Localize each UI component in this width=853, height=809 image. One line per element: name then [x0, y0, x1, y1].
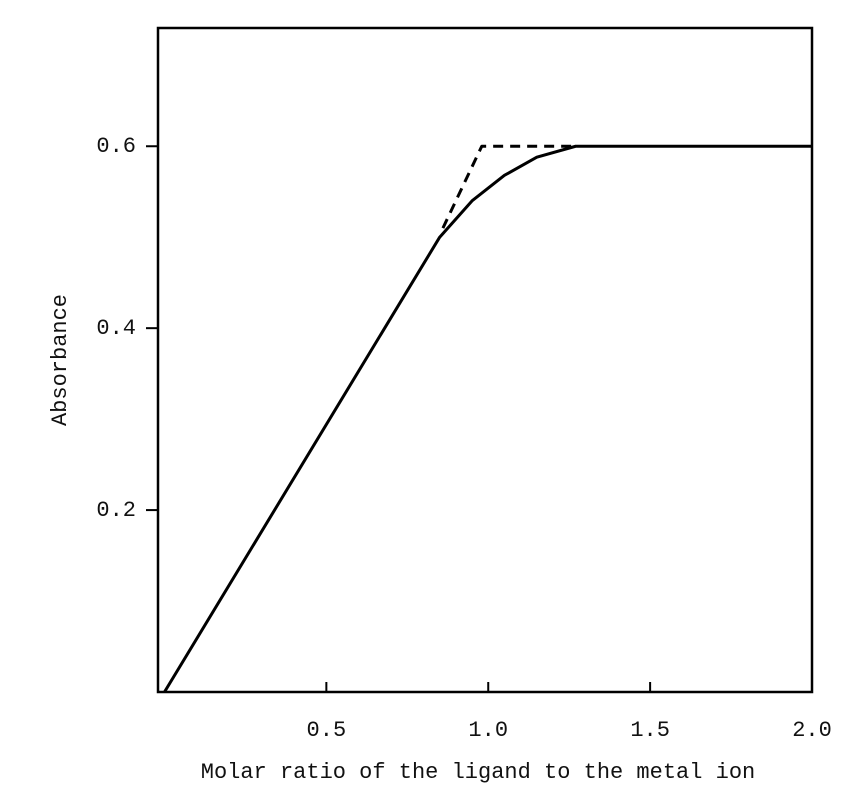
y-tick-label: 0.6	[96, 134, 136, 159]
x-tick-label: 0.5	[307, 718, 347, 743]
data-line	[163, 144, 812, 693]
x-axis-label: Molar ratio of the ligand to the metal i…	[201, 760, 756, 785]
data-line	[441, 144, 576, 229]
y-tick-label: 0.4	[96, 316, 136, 341]
y-axis-label: Absorbance	[48, 294, 73, 426]
y-tick-label: 0.2	[96, 498, 136, 523]
x-tick-label: 1.0	[468, 718, 508, 743]
x-tick-label: 1.5	[630, 718, 670, 743]
x-tick-label: 2.0	[792, 718, 832, 743]
plot-frame	[156, 26, 814, 694]
